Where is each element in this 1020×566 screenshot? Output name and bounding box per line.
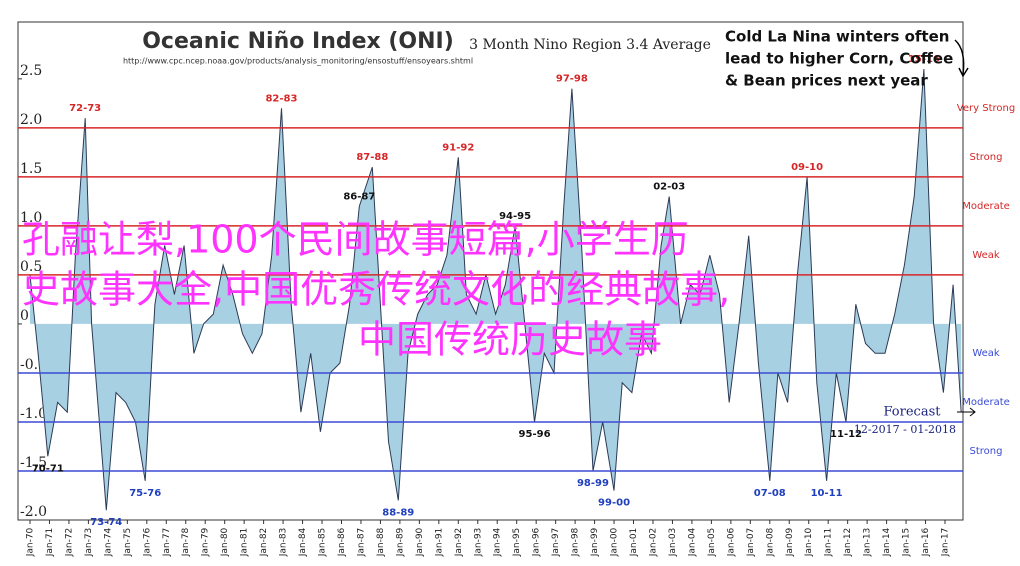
x-tick-label: Jan-11: [824, 528, 834, 558]
point-label: 91-92: [442, 142, 474, 153]
forecast-period: 12-2017 - 01-2018: [854, 423, 956, 436]
point-label: 73-74: [90, 517, 122, 528]
x-tick-label: Jan-12: [843, 528, 853, 558]
point-label: 86-87: [343, 191, 375, 202]
point-label: 82-83: [265, 93, 297, 104]
point-label: 11-12: [830, 429, 862, 440]
callout-line: lead to higher Corn, Coffee: [725, 50, 953, 68]
x-tick-label: Jan-77: [162, 528, 172, 558]
x-tick-label: Jan-87: [356, 528, 366, 558]
point-label: 95-96: [519, 429, 551, 440]
x-tick-label: Jan-03: [668, 528, 678, 558]
y-tick-label: 2.5: [20, 63, 42, 79]
point-label: 15-16: [908, 54, 940, 65]
x-tick-label: Jan-10: [804, 527, 814, 557]
threshold-label: Moderate: [962, 397, 1010, 408]
x-tick-label: Jan-98: [571, 527, 581, 557]
x-tick-label: Jan-73: [84, 528, 94, 558]
x-tick-label: Jan-14: [882, 527, 892, 557]
chart-subtitle: 3 Month Nino Region 3.4 Average: [469, 37, 711, 53]
point-label: 07-08: [754, 488, 786, 499]
x-tick-label: Jan-84: [298, 527, 308, 557]
x-tick-label: Jan-79: [201, 527, 211, 557]
x-tick-label: Jan-04: [687, 527, 697, 557]
x-tick-label: Jan-93: [473, 528, 483, 558]
x-tick-label: Jan-99: [590, 527, 600, 557]
y-tick-label: 0.5: [20, 259, 42, 275]
overlay-text: 孔融让梨,100个民间故事短篇,小学生历: [22, 218, 689, 262]
source-url: http://www.cpc.ncep.noaa.gov/products/an…: [123, 57, 473, 66]
x-tick-label: Jan-71: [45, 528, 55, 558]
x-tick-label: Jan-74: [103, 527, 113, 557]
point-label: 94-95: [499, 211, 531, 222]
y-tick-label: -2.0: [20, 504, 47, 520]
x-tick-label: Jan-90: [415, 527, 425, 557]
forecast-label: Forecast: [884, 405, 942, 420]
x-tick-label: Jan-81: [240, 528, 250, 558]
x-tick-label: Jan-07: [746, 528, 756, 558]
threshold-label: Moderate: [962, 201, 1010, 212]
x-tick-label: Jan-94: [493, 527, 503, 557]
point-label: 87-88: [356, 152, 388, 163]
threshold-label: Strong: [970, 446, 1003, 457]
x-tick-label: Jan-70: [26, 527, 36, 557]
x-tick-label: Jan-97: [551, 528, 561, 558]
threshold-label: Weak: [972, 348, 1000, 359]
x-tick-label: Jan-88: [376, 527, 386, 557]
x-tick-label: Jan-75: [123, 528, 133, 558]
x-tick-label: Jan-82: [259, 528, 269, 558]
x-tick-label: Jan-95: [512, 528, 522, 558]
x-tick-label: Jan-86: [337, 527, 347, 557]
threshold-label: Weak: [972, 250, 1000, 261]
x-tick-label: Jan-13: [863, 528, 873, 558]
x-tick-label: Jan-06: [726, 527, 736, 557]
point-label: 09-10: [791, 162, 823, 173]
callout-line: & Bean prices next year: [725, 72, 928, 90]
x-tick-label: Jan-80: [220, 527, 230, 557]
x-tick-label: Jan-91: [434, 528, 444, 558]
x-tick-label: Jan-05: [707, 528, 717, 558]
x-tick-label: Jan-08: [765, 527, 775, 557]
threshold-label: Strong: [970, 152, 1003, 163]
point-label: 88-89: [382, 507, 414, 518]
x-tick-label: Jan-96: [532, 527, 542, 557]
y-tick-label: 1.5: [20, 161, 42, 177]
area-line: [29, 69, 962, 511]
point-label: 75-76: [129, 488, 161, 499]
x-tick-label: Jan-89: [395, 527, 405, 557]
callout-arrow: [954, 39, 969, 78]
point-label: 98-99: [577, 478, 609, 489]
x-tick-label: Jan-72: [64, 528, 74, 558]
y-tick-label: 0: [20, 308, 29, 324]
x-tick-label: Jan-17: [941, 528, 951, 558]
x-tick-label: Jan-01: [629, 528, 639, 558]
threshold-label: Very Strong: [957, 103, 1015, 114]
x-tick-label: Jan-78: [181, 527, 191, 557]
chart-title: Oceanic Niño Index (ONI): [142, 29, 454, 54]
forecast-arrow: [957, 407, 976, 417]
point-label: 70-71: [32, 463, 64, 474]
overlay-text: 中国传统历史故事: [358, 318, 662, 362]
x-tick-label: Jan-15: [902, 528, 912, 558]
x-tick-label: Jan-76: [142, 527, 152, 557]
y-tick-label: -1.0: [20, 406, 47, 422]
y-tick-label: 2.0: [20, 112, 42, 128]
point-label: 97-98: [556, 74, 588, 85]
x-tick-label: Jan-00: [610, 527, 620, 557]
point-label: 99-00: [598, 498, 630, 509]
callout-line: Cold La Nina winters often: [725, 28, 949, 46]
x-tick-label: Jan-92: [454, 528, 464, 558]
x-tick-label: Jan-16: [921, 527, 931, 557]
x-tick-label: Jan-85: [318, 528, 328, 558]
x-tick-label: Jan-83: [279, 528, 289, 558]
point-label: 02-03: [653, 181, 685, 192]
y-tick-label: -1.5: [20, 455, 47, 471]
point-label: 10-11: [811, 488, 843, 499]
x-tick-label: Jan-09: [785, 527, 795, 557]
y-tick-label: 1.0: [20, 210, 42, 226]
overlay-text: 史故事大全,中国优秀传统文化的经典故事,: [22, 268, 730, 312]
x-tick-label: Jan-02: [648, 528, 658, 558]
point-label: 72-73: [69, 103, 101, 114]
